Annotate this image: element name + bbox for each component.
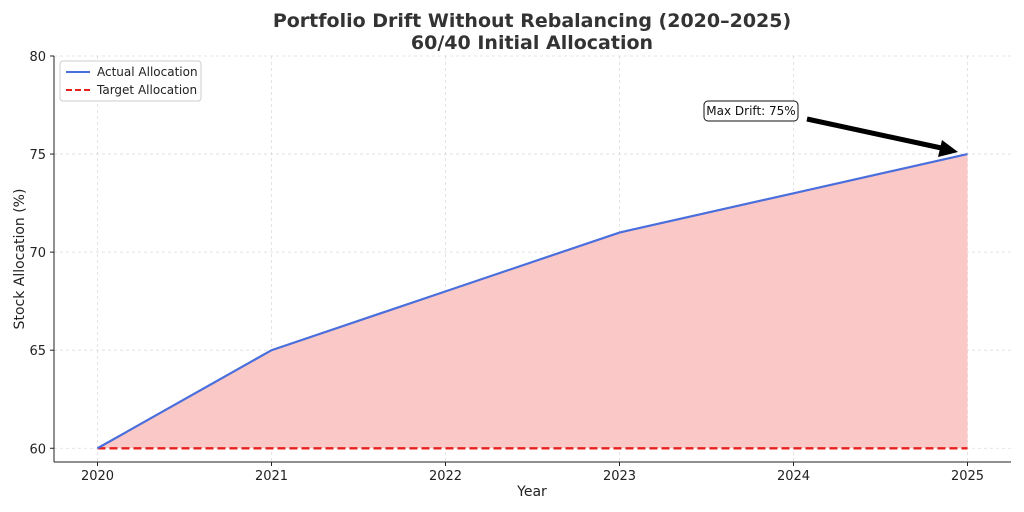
axes	[53, 56, 1011, 463]
y-tick-label-1: 65	[29, 344, 46, 359]
y-tick-label-2: 70	[29, 246, 46, 261]
annotation-box	[703, 100, 799, 122]
y-axis-label: Stock Allocation (%)	[12, 189, 28, 330]
y-tick-labels: 60 65 70 75 80	[29, 50, 54, 457]
x-tick-labels: 2020 2021 2022 2023 2024 2025	[81, 462, 984, 484]
y-tick-label-4: 80	[29, 50, 46, 65]
x-tick-label-0: 2020	[81, 469, 114, 484]
legend-label-actual: Actual Allocation	[97, 65, 198, 79]
x-tick-label-4: 2024	[777, 469, 810, 484]
x-tick-label-2: 2022	[429, 469, 462, 484]
x-axis-label: Year	[516, 484, 547, 500]
x-tick-label-1: 2021	[255, 469, 288, 484]
annotation-arrow-shaft	[806, 116, 947, 152]
annotation-arrow-head	[938, 140, 958, 157]
series-line-actual	[96, 152, 968, 450]
x-tick-label-3: 2023	[603, 469, 636, 484]
y-tick-label-3: 75	[29, 148, 46, 163]
legend-label-target: Target Allocation	[96, 83, 197, 97]
legend: Actual Allocation Target Allocation	[59, 60, 202, 102]
annotation-label: Max Drift: 75%	[706, 104, 795, 118]
legend-box	[59, 60, 202, 102]
series-layer	[96, 152, 968, 450]
chart-subtitle: 60/40 Initial Allocation	[411, 32, 653, 54]
chart-title: Portfolio Drift Without Rebalancing (202…	[273, 10, 791, 32]
max-drift-annotation: Max Drift: 75%	[703, 100, 958, 157]
x-tick-label-5: 2025	[951, 469, 984, 484]
drift-fill-area	[97, 154, 968, 449]
drift-fill-polygon	[97, 154, 968, 449]
y-tick-label-0: 60	[29, 442, 46, 457]
